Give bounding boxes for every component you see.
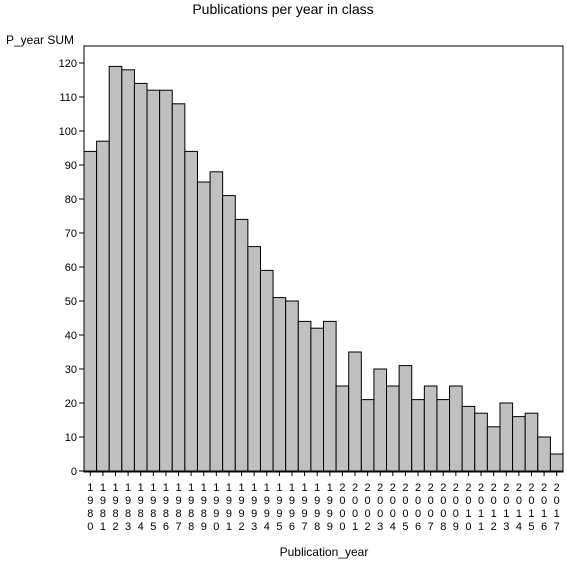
bar-1990 [209,171,224,472]
bar-1985 [146,89,161,472]
bar-1989 [196,181,211,472]
y-tick-label: 50 [65,296,77,308]
bar-1986 [159,89,173,472]
bar-1998 [310,327,325,472]
bar-2011 [474,412,488,472]
bar-1992 [234,218,249,472]
bar-2002 [360,399,375,472]
bar-2001 [348,351,362,472]
bar-1981 [96,140,110,472]
bar-2016 [537,436,551,472]
chart-title: Publications per year in class [192,1,373,17]
y-tick-label: 70 [65,228,77,240]
y-axis-ticks: 0 10 20 30 40 50 60 70 80 90 100 110 120 [59,58,84,478]
bar-1991 [222,195,236,472]
bar-2010 [461,405,476,472]
y-tick-label: 120 [59,58,77,70]
y-tick-label: 20 [65,398,77,410]
bar-1997 [297,320,312,472]
bar-2006 [411,399,425,472]
bar-1996 [285,300,299,472]
bar-2009 [449,385,463,472]
bar-1987 [171,103,186,472]
bar-2005 [398,365,413,472]
bar-2003 [373,368,388,472]
bar-2014 [512,416,526,472]
bar-2007 [423,385,438,472]
y-tick-label: 0 [71,466,77,478]
bar-1982 [108,65,123,472]
bar-2013 [499,402,514,472]
bar-1993 [247,246,261,472]
y-tick-label: 110 [59,92,77,104]
bar-2004 [386,385,400,472]
y-tick-label: 40 [65,330,77,342]
y-tick-label: 30 [65,364,77,376]
y-axis-label: P_year SUM [6,33,74,47]
bar-1988 [184,150,198,472]
bar-2015 [524,412,539,472]
bar-2012 [486,426,501,472]
x-axis-label: Publication_year [280,545,369,559]
y-tick-label: 10 [65,432,77,444]
bar-1983 [121,69,135,472]
bar-2017 [549,453,564,472]
bars-group [83,65,564,472]
y-tick-label: 100 [59,126,77,138]
y-tick-label: 80 [65,194,77,206]
bar-1984 [133,82,148,472]
bar-2008 [436,399,451,472]
bar-1995 [272,297,287,472]
x-axis-ticks: 1 9 8 0 1 9 8 1 1 9 8 2 1 9 8 3 1 9 8 4 1 9 8 5 1 9 8 6 1 9 8 7 1 9 8 8 1 9 8 9… [87,471,560,533]
bar-1980 [83,150,98,472]
y-tick-label: 60 [65,262,77,274]
bar-2000 [335,385,350,472]
bar-1999 [323,320,337,472]
y-tick-label: 90 [65,160,77,172]
bar-1994 [259,269,274,472]
